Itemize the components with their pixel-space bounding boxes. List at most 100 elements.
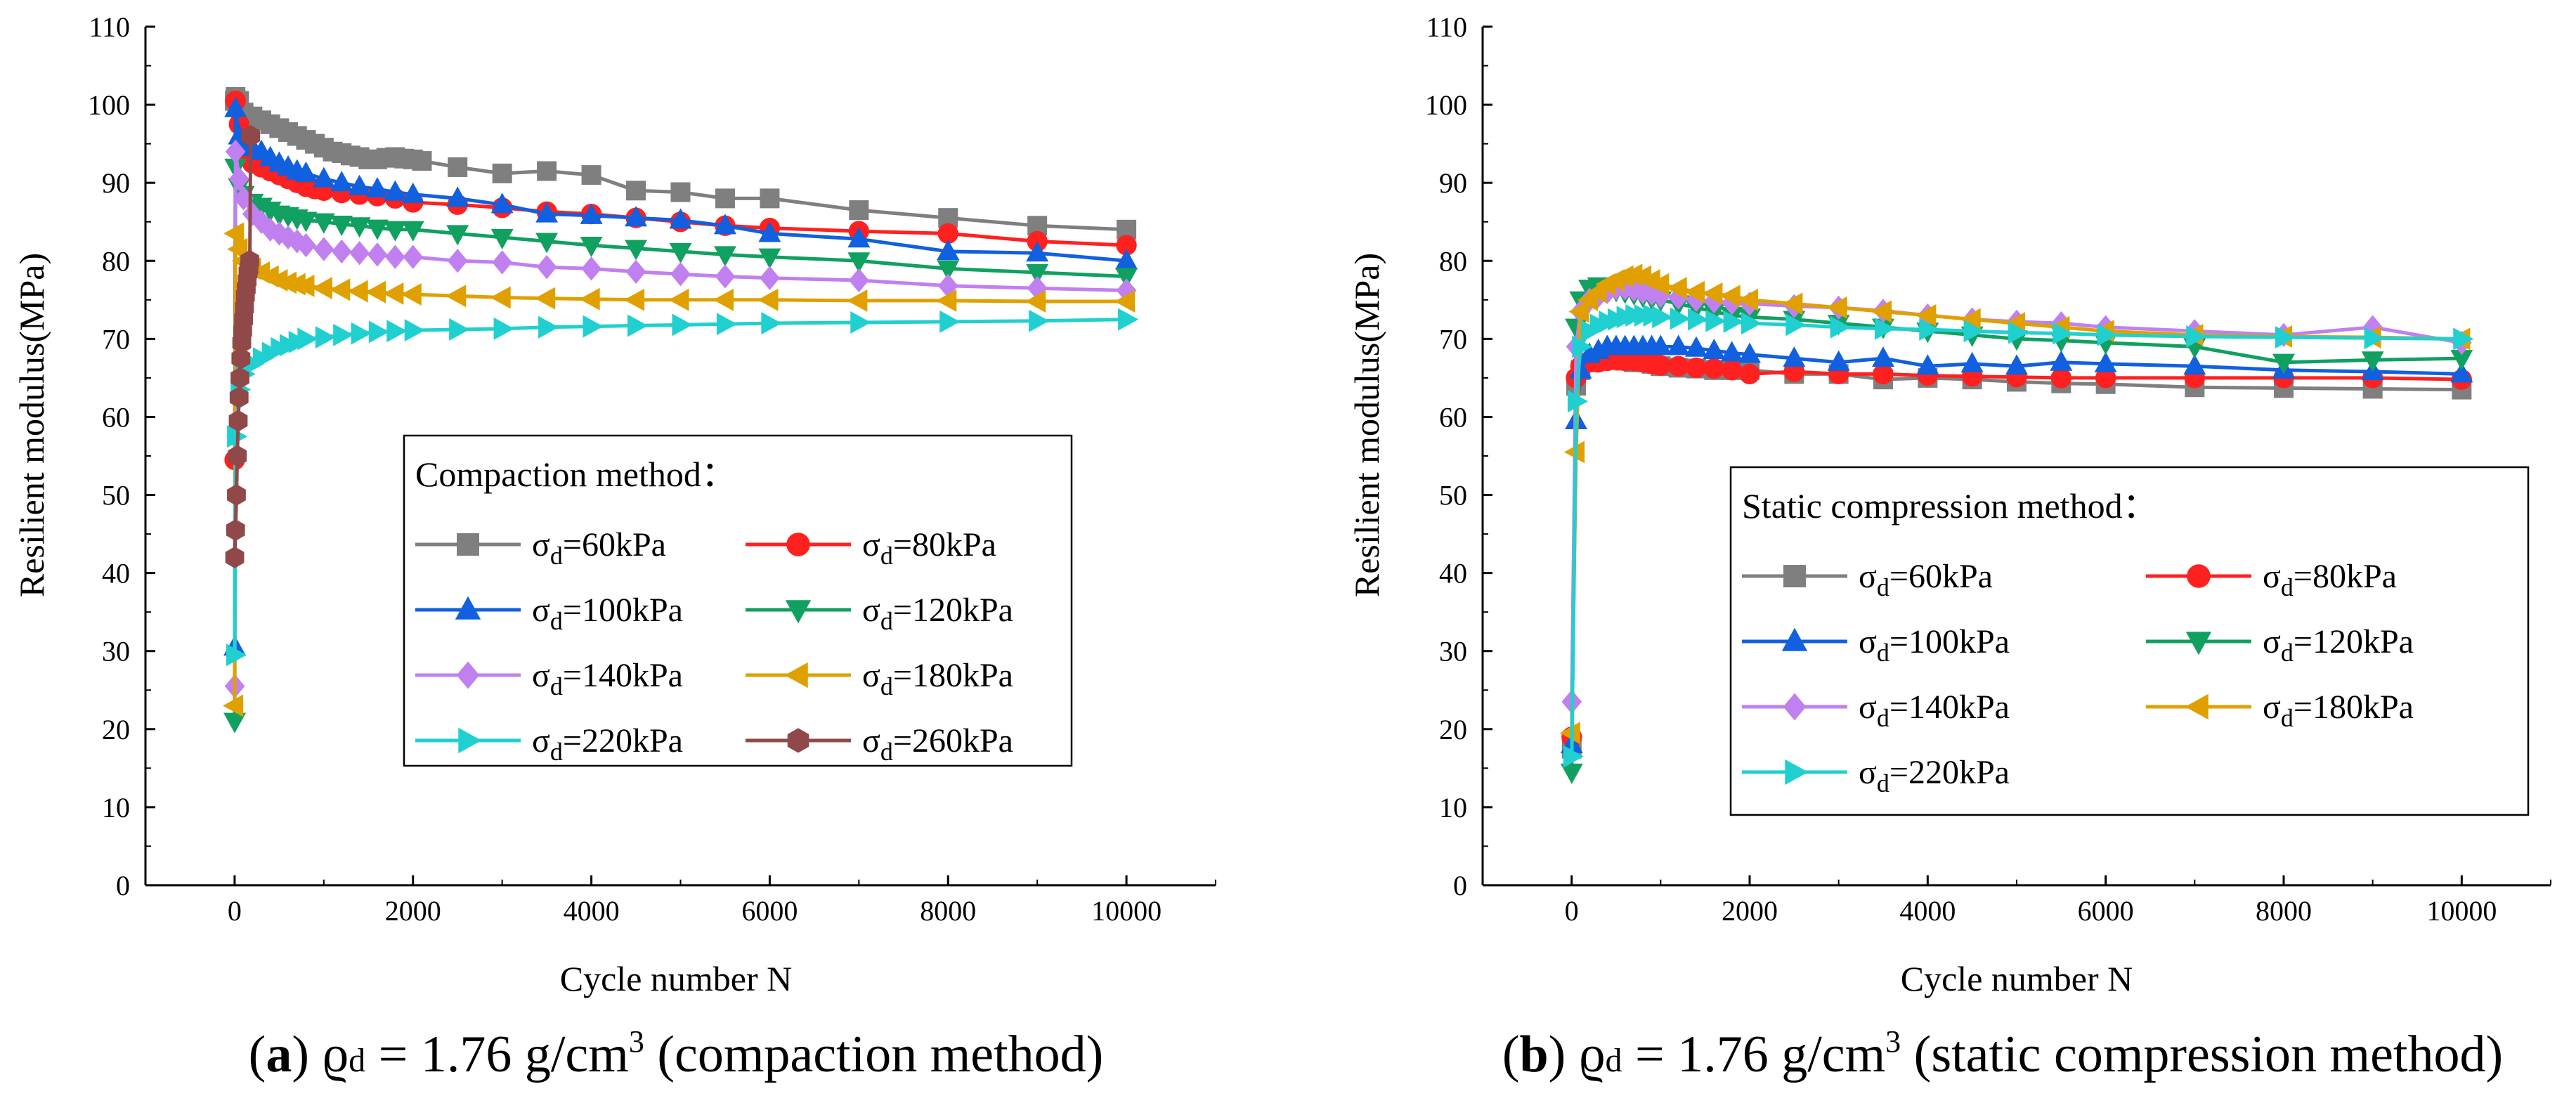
panel-a-data-point	[624, 288, 645, 311]
panel-b-legend-marker	[1781, 627, 1808, 651]
panel-a-data-point	[311, 277, 332, 300]
panel-a-data-point	[847, 289, 868, 312]
panel-a-data-point	[492, 250, 512, 275]
panel-b-data-point	[1872, 346, 1894, 367]
panel-a-data-point	[296, 233, 316, 258]
panel-a-data-point	[1115, 268, 1138, 289]
panel-a-data-point	[937, 260, 960, 281]
panel-a-data-point	[403, 244, 424, 269]
panel-a-data-point	[581, 165, 601, 185]
panel-b-legend-title: Static compression method：	[1742, 486, 2158, 526]
panel-b-data-point	[1960, 351, 1984, 372]
panel-b-legend-label: σd=100kPa	[1859, 623, 2010, 667]
panel-a-ytick-label: 80	[102, 245, 130, 277]
panel-a-legend-item: σd=220kPa	[415, 722, 683, 766]
panel-b-legend-marker	[2187, 564, 2211, 588]
panel-a-ylabel: Resilient modulus(MPa)	[12, 253, 51, 597]
panel-a-data-point	[847, 252, 871, 273]
panel-a-data-point	[330, 278, 351, 301]
panel-b-data-point	[1650, 355, 1671, 376]
panel-b-data-point	[1785, 313, 1807, 337]
panel-a-data-point	[627, 314, 649, 337]
panel-a-data-point	[448, 157, 468, 177]
panel-b-data-point	[2008, 321, 2029, 344]
panel-b-data-point	[1687, 308, 1709, 331]
panel-a-ytick-label: 110	[89, 11, 130, 43]
panel-a-data-point	[401, 221, 424, 242]
panel-a-data-point	[330, 171, 353, 192]
panel-b-legend-item: σd=100kPa	[1742, 623, 2010, 667]
panel-a-caption: (a) ϱd = 1.76 g/cm3 (compaction method)	[249, 1024, 1104, 1083]
panel-a-data-point	[538, 315, 559, 339]
panel-a-legend-item: σd=180kPa	[746, 657, 1013, 700]
panel-a-data-point	[227, 237, 248, 261]
panel-a-data-point	[401, 283, 422, 306]
panel-a-legend-label: σd=100kPa	[532, 592, 683, 635]
panel-a-legend-title: Compaction method：	[415, 455, 736, 494]
panel-a-data-point	[1114, 290, 1136, 313]
panel-b-data-point	[1649, 334, 1672, 355]
panel-b-data-point	[1567, 390, 1589, 413]
panel-a-data-point	[626, 181, 646, 201]
panel-a-legend-marker	[787, 728, 809, 753]
panel-b-legend: Static compression method： σd=60kPa σd=80k…	[1729, 466, 2530, 816]
panel-b-ytick-label: 20	[1439, 714, 1467, 745]
panel-a-data-point	[715, 188, 735, 209]
panel-a-data-point	[401, 182, 424, 203]
panel-a-data-point	[223, 712, 247, 733]
panel-b-legend-label: σd=120kPa	[2263, 623, 2414, 667]
panel-a-legend-marker	[458, 727, 482, 754]
panel-b-data-point	[1916, 354, 1939, 375]
panel-a-data-point	[713, 246, 736, 267]
panel-a-data-point	[937, 239, 960, 260]
panel-b-xtick-label: 0	[1565, 895, 1579, 927]
panel-a-data-point	[365, 219, 389, 240]
panel-a-xtick-label: 2000	[385, 895, 441, 927]
panel-a-data-point	[760, 188, 780, 209]
panel-a-data-point	[492, 163, 512, 183]
panel-b-legend-item: σd=220kPa	[1742, 754, 2010, 797]
panel-a-data-point	[537, 161, 557, 181]
panel-a-data-point	[230, 367, 249, 389]
panel-b-data-point	[1560, 763, 1583, 784]
panel-a-data-point	[449, 318, 470, 341]
panel-b-data-point	[1830, 315, 1851, 339]
panel-a-data-point	[672, 313, 693, 337]
panel-b-legend-marker	[2185, 632, 2212, 655]
panel-a-data-point	[669, 208, 692, 229]
panel-a-legend-marker	[456, 661, 480, 689]
panel-a-ytick-label: 40	[102, 558, 130, 589]
panel-a-data-point	[228, 445, 247, 467]
panel-a-series-7	[225, 125, 261, 568]
panel-b-data-point	[2186, 325, 2207, 348]
panel-b-data-point	[1741, 312, 1762, 335]
panel-a-data-point	[447, 249, 468, 273]
panel-a-data-point	[625, 259, 646, 284]
panel-a-legend-label: σd=140kPa	[532, 657, 683, 700]
panel-b-data-point	[1719, 285, 1741, 308]
panel-a-ytick-label: 0	[116, 870, 130, 901]
panel-a-data-point	[446, 225, 469, 246]
panel-a-data-point	[1118, 308, 1139, 331]
panel-b-data-point	[1648, 273, 1670, 296]
panel-b-legend-label: σd=80kPa	[2263, 558, 2397, 601]
panel-a-data-point	[670, 261, 691, 287]
panel-a-ytick-label: 70	[102, 323, 130, 355]
panel-b-ytick-label: 30	[1439, 636, 1467, 667]
panel-a-series-0	[225, 86, 1137, 240]
panel-a-data-point	[312, 167, 335, 188]
panel-a-xtick-label: 6000	[741, 895, 798, 927]
panel-a-data-point	[348, 174, 371, 195]
panel-a-xlabel: Cycle number N	[560, 959, 792, 998]
panel-b-legend-marker	[1783, 693, 1807, 721]
panel-a-data-point	[849, 200, 869, 221]
panel-b-legend-label: σd=220kPa	[1859, 754, 2010, 797]
panel-a-data-point	[760, 266, 780, 290]
panel-a-legend-box	[403, 434, 1073, 767]
panel-b-data-point	[1919, 318, 1940, 341]
panel-a-data-point	[225, 546, 245, 568]
panel-a-data-point	[313, 237, 334, 261]
panel-a-legend-item: σd=60kPa	[415, 526, 666, 570]
panel-a-data-point	[226, 644, 247, 667]
panel-a-data-point	[1029, 309, 1050, 332]
